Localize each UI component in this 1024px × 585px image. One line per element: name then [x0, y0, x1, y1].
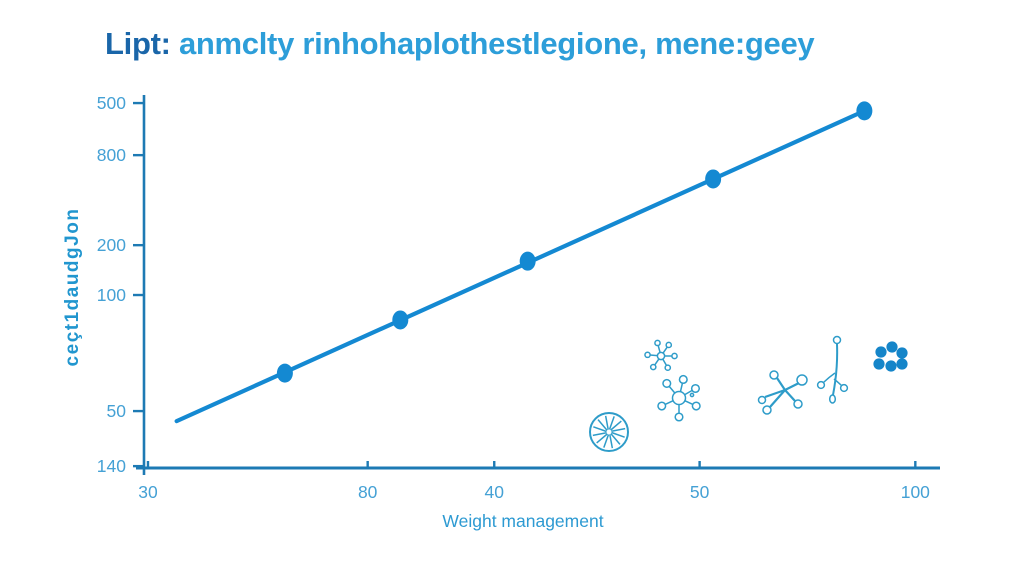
y-tick-label: 140 — [97, 456, 126, 476]
x-tick-label: 80 — [358, 482, 378, 502]
x-tick-label: 50 — [690, 482, 710, 502]
y-tick-label: 50 — [107, 401, 127, 421]
x-tick-label: 30 — [138, 482, 158, 502]
x-axis-title: Weight management — [442, 511, 604, 531]
sprig-icon — [816, 335, 849, 404]
data-point — [856, 101, 873, 121]
molecule-large-icon — [657, 374, 701, 422]
data-point — [392, 310, 409, 330]
y-tick-label: 500 — [97, 93, 126, 113]
data-point — [276, 363, 293, 383]
x-tick-label: 40 — [485, 482, 505, 502]
chart-title: Lipt: anmclty rinhohaplothestlegione, me… — [105, 26, 815, 62]
citrus-wheel-icon — [589, 412, 629, 452]
x-tick-label: 100 — [901, 482, 930, 502]
berry-cluster-icon — [873, 341, 908, 372]
branch-molecule-icon — [757, 370, 808, 415]
y-tick-label: 800 — [97, 145, 126, 165]
chart-title-prefix: Lipt: — [105, 26, 171, 61]
data-point — [705, 169, 722, 189]
molecule-small-icon — [644, 339, 678, 372]
data-point — [519, 251, 536, 271]
y-tick-label: 100 — [97, 285, 126, 305]
y-axis-title: ceçt1daudgJon — [62, 207, 83, 367]
chart-title-rest: anmclty rinhohaplothestlegione, mene:gee… — [170, 26, 815, 61]
y-tick-label: 200 — [97, 235, 126, 255]
